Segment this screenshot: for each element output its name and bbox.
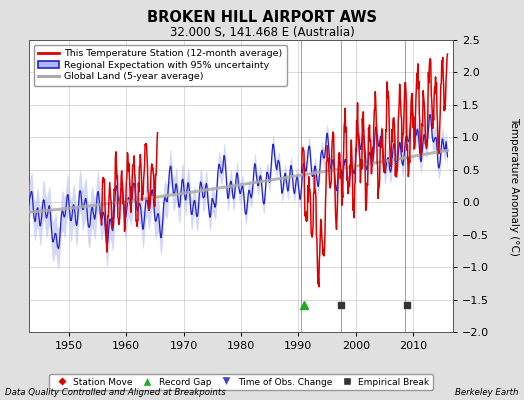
Text: Data Quality Controlled and Aligned at Breakpoints: Data Quality Controlled and Aligned at B… bbox=[5, 388, 226, 397]
Legend: Station Move, Record Gap, Time of Obs. Change, Empirical Break: Station Move, Record Gap, Time of Obs. C… bbox=[49, 374, 433, 390]
Text: 32.000 S, 141.468 E (Australia): 32.000 S, 141.468 E (Australia) bbox=[170, 26, 354, 39]
Text: Berkeley Earth: Berkeley Earth bbox=[455, 388, 519, 397]
Text: BROKEN HILL AIRPORT AWS: BROKEN HILL AIRPORT AWS bbox=[147, 10, 377, 25]
Y-axis label: Temperature Anomaly (°C): Temperature Anomaly (°C) bbox=[509, 116, 519, 256]
